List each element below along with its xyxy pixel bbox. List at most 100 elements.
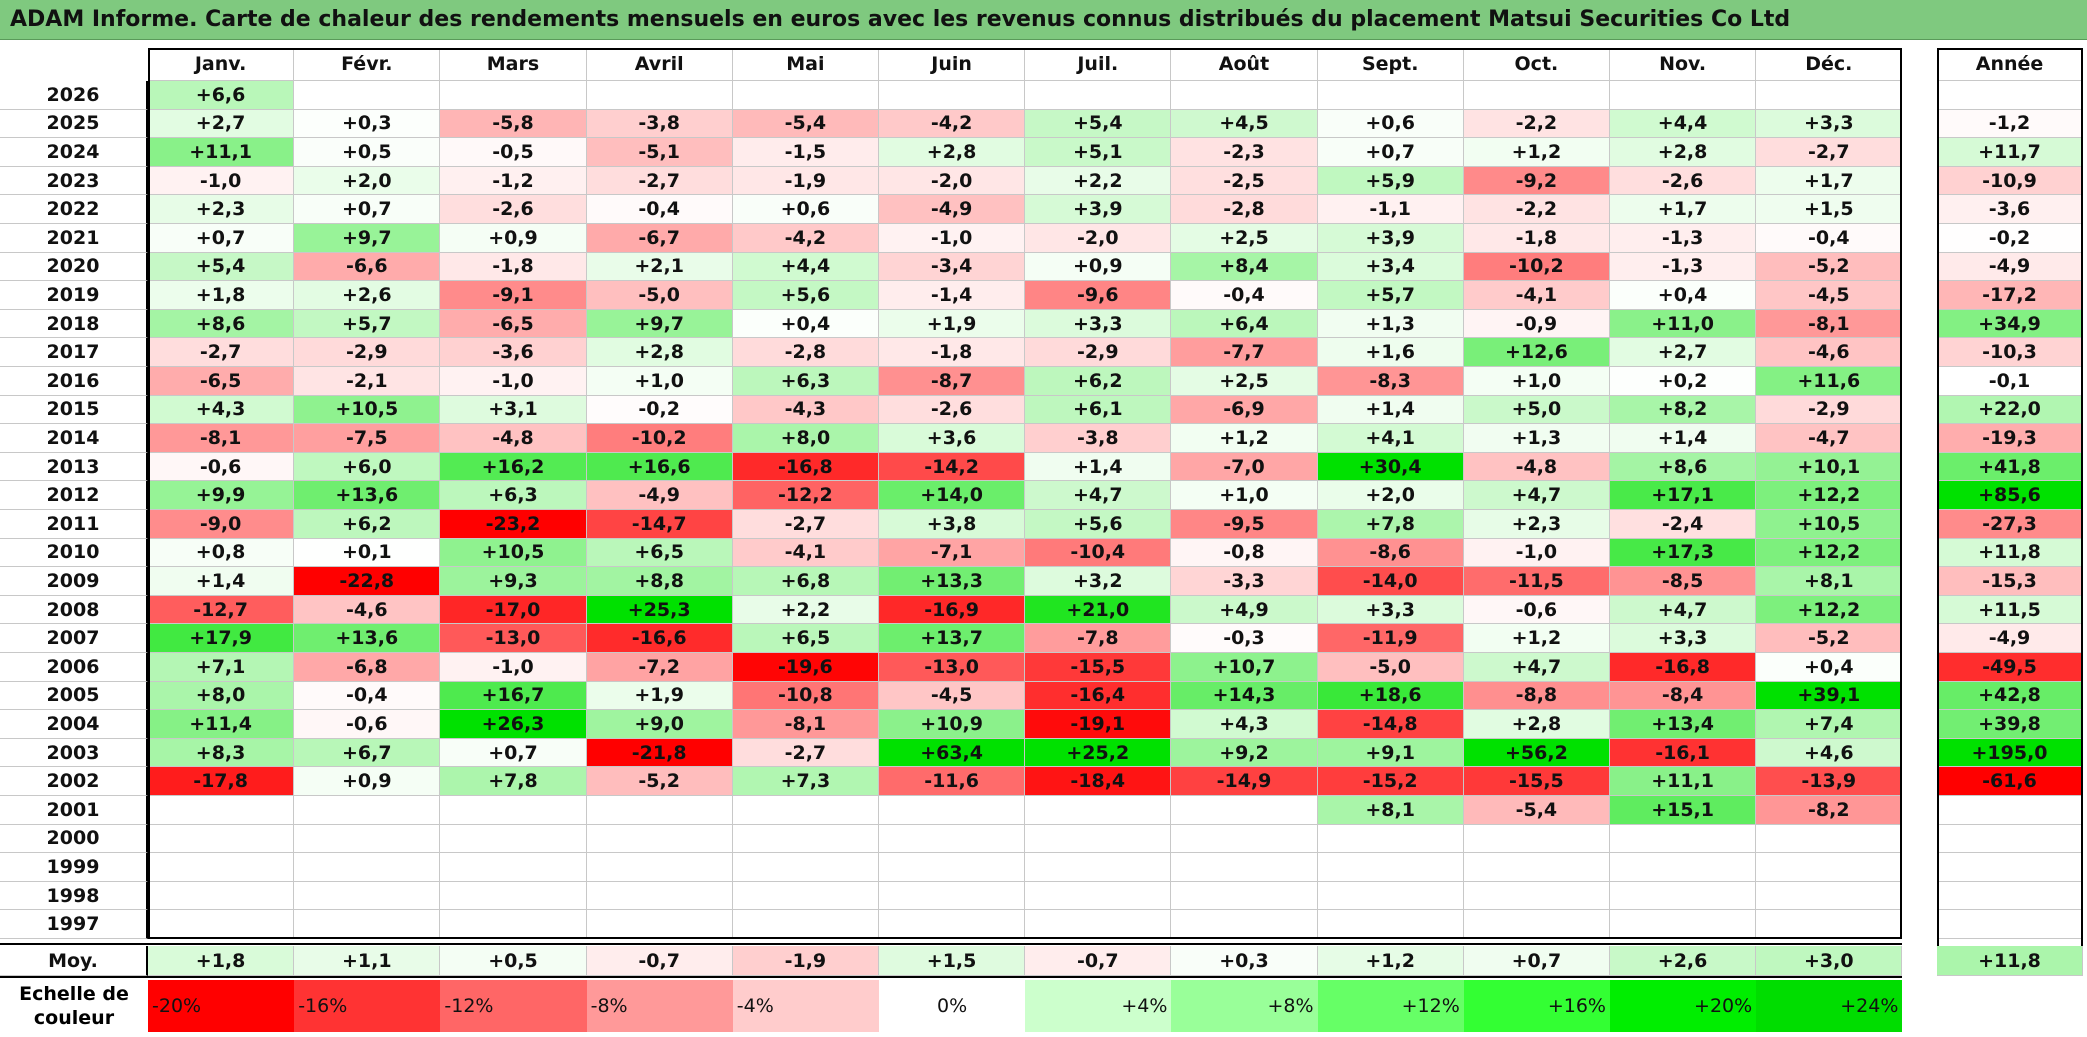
- row-label-year: 2022: [0, 195, 148, 224]
- heatmap-cell: -1,0: [440, 653, 587, 682]
- heatmap-cell: +3,3: [1756, 109, 1903, 139]
- heatmap-cell: -0,4: [294, 681, 441, 711]
- heatmap-cell: +1,9: [586, 681, 733, 711]
- annual-cell: +39,8: [1937, 710, 2083, 739]
- heatmap-cell: -4,5: [879, 681, 1026, 711]
- heatmap-cell: +2,5: [1171, 367, 1318, 396]
- heatmap-cell: +4,3: [148, 395, 295, 425]
- heatmap-cell: [1025, 910, 1172, 939]
- heatmap-cell: -0,2: [586, 395, 733, 425]
- heatmap-cell: +3,9: [1025, 195, 1172, 224]
- heatmap-cell: +3,4: [1317, 252, 1464, 282]
- heatmap-cell: +18,6: [1317, 681, 1464, 711]
- color-scale-step: 0%: [879, 980, 1026, 1032]
- heatmap-cell: [586, 824, 733, 854]
- heatmap-cell: [1610, 910, 1757, 939]
- row-label-year: 2002: [0, 767, 148, 796]
- row-label-year: 2024: [0, 138, 148, 167]
- heatmap-cell: [586, 853, 733, 882]
- heatmap-cell: -0,9: [1463, 309, 1610, 339]
- heatmap-cell: -12,2: [732, 481, 879, 510]
- heatmap-cell: [1756, 824, 1903, 854]
- color-scale-step: +12%: [1317, 980, 1464, 1032]
- chart-title: ADAM Informe. Carte de chaleur des rende…: [0, 0, 2087, 40]
- heatmap-cell: -7,2: [586, 653, 733, 682]
- heatmap-cell: [148, 910, 295, 939]
- heatmap-cell: -0,3: [1171, 624, 1318, 653]
- heatmap-cell: -6,5: [440, 309, 587, 339]
- heatmap-cell: -2,7: [148, 338, 295, 367]
- annual-cell: -27,3: [1937, 510, 2083, 539]
- heatmap-cell: -16,8: [732, 452, 879, 482]
- heatmap-cell: +4,7: [1463, 481, 1610, 510]
- heatmap-cell: -12,7: [148, 595, 295, 625]
- heatmap-cell: -4,6: [1756, 338, 1903, 367]
- heatmap-cell: +17,1: [1610, 481, 1757, 510]
- heatmap-cell: +14,0: [879, 481, 1026, 510]
- heatmap-cell: [1317, 853, 1464, 882]
- annual-cell: -10,9: [1937, 166, 2083, 196]
- heatmap-cell: +17,3: [1610, 538, 1757, 568]
- heatmap-cell: -8,8: [1463, 681, 1610, 711]
- heatmap-cell: +1,2: [1463, 138, 1610, 167]
- average-cell: -0,7: [1025, 946, 1172, 976]
- heatmap-cell: +2,2: [732, 595, 879, 625]
- average-cell: +0,7: [1463, 946, 1610, 976]
- heatmap-cell: +0,4: [1756, 653, 1903, 682]
- heatmap-cell: -9,6: [1025, 281, 1172, 310]
- heatmap-cell: -6,8: [294, 653, 441, 682]
- heatmap-cell: -1,8: [440, 252, 587, 282]
- heatmap-cell: +7,3: [732, 767, 879, 796]
- annual-cell: +22,0: [1937, 395, 2083, 425]
- heatmap-cell: -15,5: [1025, 653, 1172, 682]
- heatmap-cell: +6,5: [732, 624, 879, 653]
- row-label-year: 2004: [0, 710, 148, 739]
- heatmap-cell: -8,4: [1610, 681, 1757, 711]
- row-label-year: 1997: [0, 910, 148, 939]
- row-label-year: 1999: [0, 853, 148, 882]
- heatmap-cell: +7,1: [148, 653, 295, 682]
- heatmap-cell: +2,3: [148, 195, 295, 224]
- heatmap-cell: -9,0: [148, 510, 295, 539]
- average-cell: +2,6: [1610, 946, 1757, 976]
- heatmap-cell: -1,0: [1463, 538, 1610, 568]
- color-scale-step: -4%: [732, 980, 879, 1032]
- annual-cell: -61,6: [1937, 767, 2083, 796]
- heatmap-cell: [732, 81, 879, 110]
- heatmap-cell: -8,6: [1317, 538, 1464, 568]
- heatmap-cell: [440, 881, 587, 911]
- heatmap-cell: +2,0: [1317, 481, 1464, 510]
- heatmap-cell: +5,4: [1025, 109, 1172, 139]
- heatmap-cell: -8,1: [148, 424, 295, 453]
- column-header: Sept.: [1317, 48, 1464, 81]
- color-scale-step: +24%: [1756, 980, 1903, 1032]
- color-scale-step: -16%: [294, 980, 441, 1032]
- heatmap-cell: -9,5: [1171, 510, 1318, 539]
- heatmap-cell: +0,6: [732, 195, 879, 224]
- heatmap-cell: +1,2: [1463, 624, 1610, 653]
- heatmap-cell: -11,6: [879, 767, 1026, 796]
- heatmap-cell: -8,5: [1610, 567, 1757, 596]
- heatmap-cell: +3,8: [879, 510, 1026, 539]
- heatmap-cell: [294, 910, 441, 939]
- row-label-year: 2019: [0, 281, 148, 310]
- heatmap-cell: -19,1: [1025, 710, 1172, 739]
- heatmap-cell: +16,7: [440, 681, 587, 711]
- annual-cell: -4,9: [1937, 624, 2083, 653]
- heatmap-cell: +12,6: [1463, 338, 1610, 367]
- heatmap-cell: +10,1: [1756, 452, 1903, 482]
- heatmap-cell: -2,6: [879, 395, 1026, 425]
- color-scale-step: -12%: [440, 980, 587, 1032]
- heatmap-cell: +5,9: [1317, 166, 1464, 196]
- color-scale-label: Echelle de couleur: [19, 983, 129, 1029]
- heatmap-cell: -5,2: [586, 767, 733, 796]
- heatmap-cell: [440, 81, 587, 110]
- annual-cell: [1937, 824, 2083, 854]
- heatmap-cell: -2,8: [732, 338, 879, 367]
- row-label-year: 2020: [0, 252, 148, 282]
- heatmap-cell: [1756, 910, 1903, 939]
- row-label-year: 2009: [0, 567, 148, 596]
- annual-cell: -0,1: [1937, 367, 2083, 396]
- heatmap-cell: [440, 910, 587, 939]
